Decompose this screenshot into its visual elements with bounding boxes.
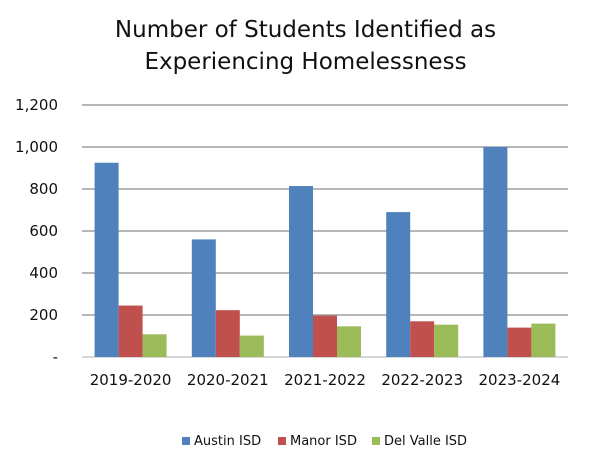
x-tick-label: 2023-2024 [479,371,561,389]
bar-austin-isd [289,186,313,357]
legend-label: Austin ISD [194,434,261,449]
chart-title-line2: Experiencing Homelessness [144,49,467,75]
bar-del-valle-isd [239,335,264,357]
bar-del-valle-isd [434,324,459,357]
legend-swatch [372,437,380,445]
bar-manor-isd [507,327,532,357]
bar-manor-isd [215,310,240,357]
bar-manor-isd [118,305,143,357]
x-tick-label: 2022-2023 [381,371,463,389]
x-tick-label: 2021-2022 [284,371,366,389]
y-tick-label: 1,000 [15,138,58,156]
legend-swatch [182,437,190,445]
bar-del-valle-isd [337,326,361,357]
bar-austin-isd [483,147,508,357]
x-tick-label: 2019-2020 [90,371,172,389]
bar-manor-isd [313,315,337,357]
chart-title-line1: Number of Students Identified as [114,17,497,43]
y-tick-label: 400 [29,264,58,282]
y-tick-label: 600 [29,222,58,240]
legend-swatch [278,437,286,445]
y-tick-label: 1,200 [15,96,58,114]
legend-label: Manor ISD [290,434,357,449]
y-tick-label: - [53,348,58,366]
bar-austin-isd [191,239,216,357]
bar-austin-isd [386,212,411,357]
x-tick-label: 2020-2021 [187,371,269,389]
y-tick-label: 200 [29,306,58,324]
bar-austin-isd [94,162,119,357]
y-tick-label: 800 [29,180,58,198]
legend-label: Del Valle ISD [384,434,467,449]
chart-title: Number of Students Identified as Experie… [0,14,611,78]
bar-manor-isd [410,321,435,357]
bar-del-valle-isd [531,323,556,357]
bar-del-valle-isd [142,334,167,357]
